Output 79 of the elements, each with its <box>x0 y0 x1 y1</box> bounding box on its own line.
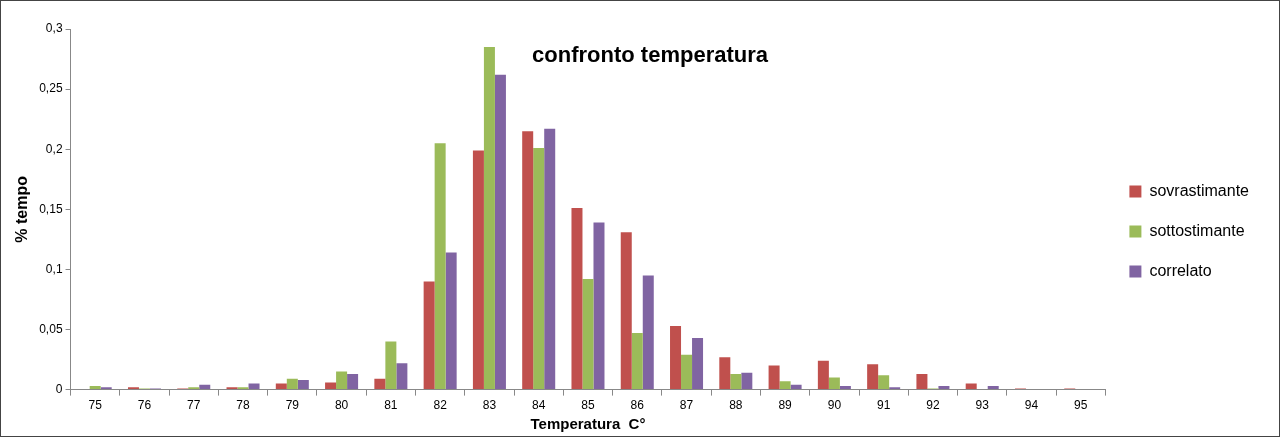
bar <box>987 385 999 390</box>
x-tick-label: 81 <box>384 398 398 413</box>
y-tick-label: 0 <box>55 381 63 396</box>
bar <box>533 148 545 390</box>
x-tick-label: 82 <box>433 398 448 413</box>
y-axis-title: % tempo <box>13 175 31 243</box>
y-tick-label: 0,25 <box>39 81 63 96</box>
x-tick-label: 85 <box>581 398 595 413</box>
bar <box>494 74 506 390</box>
x-axis-title: Temperatura C° <box>530 415 646 433</box>
x-tick-label: 77 <box>187 398 201 413</box>
bar <box>89 385 101 390</box>
bar <box>719 357 731 390</box>
bar <box>692 337 704 390</box>
x-tick-label: 91 <box>876 398 891 413</box>
bar <box>297 379 309 390</box>
bar <box>434 143 446 390</box>
bar <box>828 377 840 390</box>
bar <box>336 371 348 390</box>
bar <box>642 275 654 390</box>
bar <box>423 281 435 390</box>
x-tick-label: 88 <box>729 398 743 413</box>
y-tick-label: 0,3 <box>45 21 63 36</box>
bar <box>817 360 829 390</box>
x-tick-label: 78 <box>236 398 251 413</box>
bar <box>730 373 742 390</box>
x-tick-label: 92 <box>926 398 940 413</box>
bar <box>325 382 337 390</box>
x-tick-label: 93 <box>975 398 990 413</box>
bar <box>620 232 632 390</box>
y-tick-label: 0,2 <box>45 141 63 156</box>
x-tick-label: 80 <box>334 398 349 413</box>
bar <box>347 373 359 390</box>
y-tick-label: 0,15 <box>39 201 63 216</box>
bar <box>790 384 802 390</box>
x-tick-label: 94 <box>1024 398 1039 413</box>
bar <box>938 385 950 390</box>
bar <box>374 378 386 390</box>
x-tick-label: 95 <box>1074 398 1088 413</box>
bar <box>275 383 287 390</box>
x-tick-label: 79 <box>285 398 300 413</box>
bar <box>768 365 780 390</box>
bar <box>286 378 298 390</box>
text: confronto temperatura <box>532 42 769 68</box>
bar <box>681 354 693 390</box>
x-tick-label: 75 <box>88 398 103 413</box>
bar <box>867 364 879 390</box>
x-tick-label: 76 <box>137 398 152 413</box>
bar <box>741 372 753 390</box>
bar <box>385 341 397 390</box>
bar <box>248 383 260 390</box>
bar <box>593 222 605 390</box>
bar <box>199 384 211 390</box>
legend-label: correlato <box>1149 261 1212 279</box>
bar <box>779 381 791 390</box>
bar <box>916 373 928 390</box>
bar <box>582 279 594 390</box>
x-tick-label: 86 <box>630 398 645 413</box>
bar <box>522 131 534 390</box>
bar <box>670 325 682 390</box>
x-tick-label: 87 <box>679 398 694 413</box>
bar <box>544 128 556 390</box>
bar <box>965 383 977 390</box>
bar <box>878 375 890 390</box>
x-tick-label: 84 <box>532 398 546 413</box>
bar <box>396 363 408 390</box>
bar <box>472 150 484 390</box>
bar <box>571 208 583 390</box>
legend-label: sottostimante <box>1149 221 1245 239</box>
bar <box>483 47 495 390</box>
x-tick-label: 83 <box>482 398 497 413</box>
y-tick-label: 0,1 <box>45 261 63 276</box>
y-tick-label: 0,05 <box>39 321 63 336</box>
bar <box>445 252 457 390</box>
x-tick-label: 89 <box>778 398 793 413</box>
legend-label: sovrastimante <box>1149 181 1250 199</box>
bar <box>839 385 851 390</box>
bar <box>631 333 643 390</box>
x-tick-label: 90 <box>827 398 842 413</box>
